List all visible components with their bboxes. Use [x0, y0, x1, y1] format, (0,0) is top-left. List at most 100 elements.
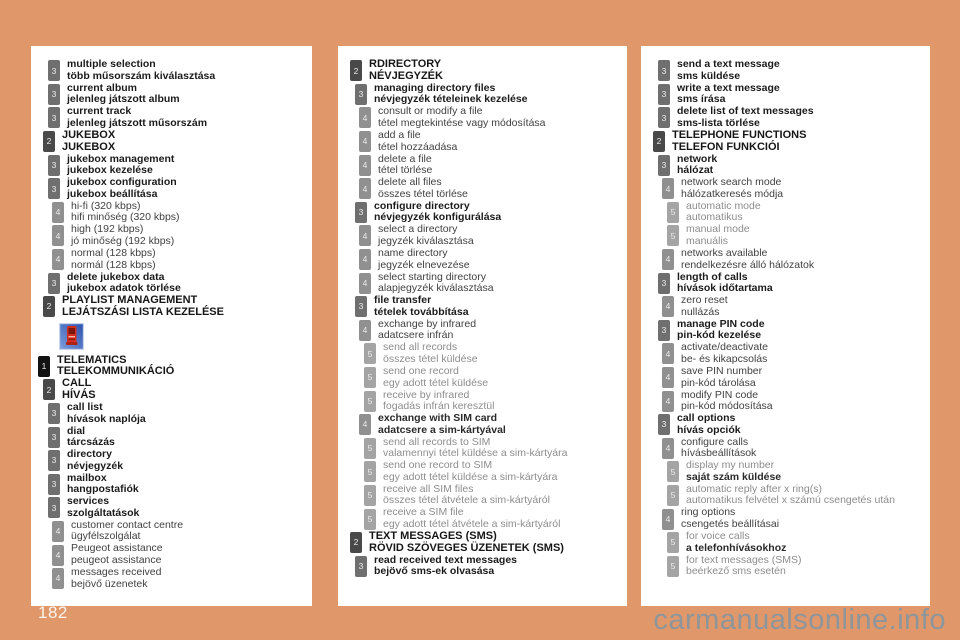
menu-column-telephone-functions: 3 send a text message sms küldése 3 write a … — [641, 46, 930, 606]
label-english: normal (128 kbps) — [71, 246, 156, 259]
level-badge: 3 — [48, 272, 60, 294]
label-english: RDIRECTORY — [369, 58, 442, 71]
label-hungarian: TELEFON FUNKCIÓI — [672, 140, 780, 153]
label-hungarian: bejövő üzenetek — [71, 577, 148, 590]
menu-item-labels: jukebox management jukebox kezelése — [67, 152, 175, 177]
label-english: send a text message — [677, 58, 780, 71]
level-badge: 5 — [667, 555, 679, 577]
menu-item-manage-pin-code: 3 manage PIN code pin-kód kezelése — [641, 317, 930, 343]
label-hungarian: peugeot assistance — [71, 554, 162, 567]
label-english: activate/deactivate — [681, 341, 768, 354]
label-english: services — [67, 495, 110, 508]
level-badge: 5 — [364, 437, 376, 459]
level-badge: 5 — [364, 508, 376, 530]
level-badge: 4 — [52, 201, 64, 223]
menu-item-labels: jukebox configuration jukebox beállítása — [67, 177, 177, 200]
level-badge: 4 — [359, 249, 371, 271]
menu-item-labels: name directory jegyzék elnevezése — [378, 247, 470, 271]
label-hungarian: hívásbeállítások — [681, 447, 757, 460]
level-badge: 4 — [359, 225, 371, 247]
menu-item-labels: receive by infrared fogadás infrán keresz… — [383, 389, 495, 413]
level-badge: 4 — [662, 178, 674, 200]
label-english: select starting directory — [378, 270, 486, 283]
label-hungarian: alapjegyzék kiválasztása — [378, 282, 494, 295]
menu-item-jukebox-configuration: 3 jukebox configuration jukebox beállítása — [31, 177, 312, 201]
label-hungarian: hívások naplója — [67, 412, 146, 425]
menu-item-labels: networks available rendelkezésre álló hál… — [681, 247, 815, 271]
label-english: send all records to SIM — [383, 435, 491, 448]
menu-item-rdirectory: 2 RDIRECTORY NÉVJEGYZÉK — [338, 59, 627, 83]
menu-item-automatic-reply-after-x-ring-s: 5 automatic reply after x ring(s) automati… — [641, 483, 930, 508]
label-hungarian: egy adott tétel átvétele a sim-kártyáról — [383, 518, 561, 531]
menu-item-current-track: 3 current track jelenleg játszott műsorszá… — [31, 106, 312, 130]
label-hungarian: RÖVID SZÖVEGES ÜZENETEK (SMS) — [369, 541, 564, 554]
menu-item-for-voice-calls: 5 for voice calls a telefonhívásokhoz — [641, 530, 930, 555]
menu-item-labels: select starting directory alapjegyzék kiv… — [378, 270, 494, 295]
label-english: TEXT MESSAGES (SMS) — [369, 530, 497, 543]
level-badge: 5 — [667, 461, 679, 483]
menu-item-labels: automatic mode automatikus — [686, 200, 761, 224]
menu-item-labels: read received text messages bejövő sms-ek… — [374, 554, 517, 578]
label-english: network search mode — [681, 176, 782, 189]
label-english: managing directory files — [374, 81, 496, 94]
level-badge: 4 — [359, 178, 371, 200]
label-hungarian: tétel megtekintése vagy módosítása — [378, 116, 546, 129]
level-badge: 4 — [662, 390, 674, 412]
label-english: mailbox — [67, 471, 107, 484]
menu-item-read-received-text-messages: 3 read received text messages bejövő sms-e… — [338, 554, 627, 578]
level-badge: 3 — [658, 83, 670, 105]
level-badge: 2 — [350, 532, 362, 554]
menu-item-for-text-messages-sms: 5 for text messages (SMS) beérkező sms ese… — [641, 554, 930, 578]
level-badge: 4 — [52, 249, 64, 271]
label-hungarian: hívások időtartama — [677, 282, 773, 295]
label-hungarian: ügyfélszolgálat — [71, 530, 141, 543]
label-hungarian: jegyzék kiválasztása — [378, 234, 474, 247]
label-english: jukebox management — [67, 152, 175, 165]
label-english: jukebox configuration — [67, 176, 177, 189]
level-badge: 3 — [355, 201, 367, 223]
level-badge: 3 — [658, 414, 670, 436]
label-hungarian: rendelkezésre álló hálózatok — [681, 258, 815, 271]
menu-item-ring-options: 4 ring options csengetés beállításai — [641, 507, 930, 531]
label-hungarian: szolgáltatások — [67, 506, 140, 519]
label-hungarian: hívás opciók — [677, 423, 741, 436]
menu-item-zero-reset: 4 zero reset nullázás — [641, 295, 930, 319]
menu-item-labels: delete all files összes tétel törlése — [378, 177, 468, 200]
label-english: for voice calls — [686, 530, 750, 543]
level-badge: 3 — [48, 403, 60, 425]
level-badge: 5 — [364, 343, 376, 365]
menu-item-manual-mode: 5 manual mode manuális — [641, 224, 930, 248]
level-badge: 3 — [658, 60, 670, 82]
label-english: manage PIN code — [677, 317, 765, 330]
menu-item-call-options: 3 call options hívás opciók — [641, 413, 930, 437]
label-hungarian: automatikus — [686, 211, 743, 224]
menu-item-labels: mailbox hangpostafiók — [67, 471, 139, 496]
menu-item-labels: ring options csengetés beállításai — [681, 507, 779, 530]
menu-item-labels: receive a SIM file egy adott tétel átvéte… — [383, 507, 560, 530]
level-badge: 3 — [355, 83, 367, 105]
menu-item-labels: multiple selection több műsorszám kiválas… — [67, 59, 215, 82]
label-hungarian: jukebox beállítása — [67, 187, 158, 200]
label-english: manual mode — [686, 223, 750, 236]
menu-item-labels: CALL HÍVÁS — [62, 378, 96, 401]
label-hungarian: manuális — [686, 234, 729, 247]
level-badge: 4 — [662, 296, 674, 318]
label-english: dial — [67, 424, 86, 437]
label-hungarian: névjegyzék tételeinek kezelése — [374, 93, 528, 106]
label-english: receive all SIM files — [383, 482, 474, 495]
menu-item-send-one-record: 5 send one record egy adott tétel küldése — [338, 365, 627, 390]
label-hungarian: fogadás infrán keresztül — [383, 400, 495, 413]
menu-item-peugeot-assistance: 4 Peugeot assistance peugeot assistance — [31, 543, 312, 567]
label-hungarian: a telefonhívásokhoz — [686, 541, 787, 554]
menu-item-labels: select a directory jegyzék kiválasztása — [378, 224, 474, 247]
label-hungarian: összes tétel átvétele a sim-kártyáról — [383, 494, 550, 507]
level-badge: 2 — [43, 296, 55, 318]
label-english: delete jukebox data — [67, 270, 165, 283]
level-badge: 4 — [662, 343, 674, 365]
menu-item-labels: current album jelenleg játszott album — [67, 82, 180, 106]
menu-item-labels: managing directory files névjegyzék tétel… — [374, 81, 528, 106]
label-hungarian: több műsorszám kiválasztása — [67, 69, 216, 82]
label-hungarian: hifi minőség (320 kbps) — [71, 211, 180, 224]
label-hungarian: saját szám küldése — [686, 470, 782, 483]
level-badge: 4 — [52, 225, 64, 247]
